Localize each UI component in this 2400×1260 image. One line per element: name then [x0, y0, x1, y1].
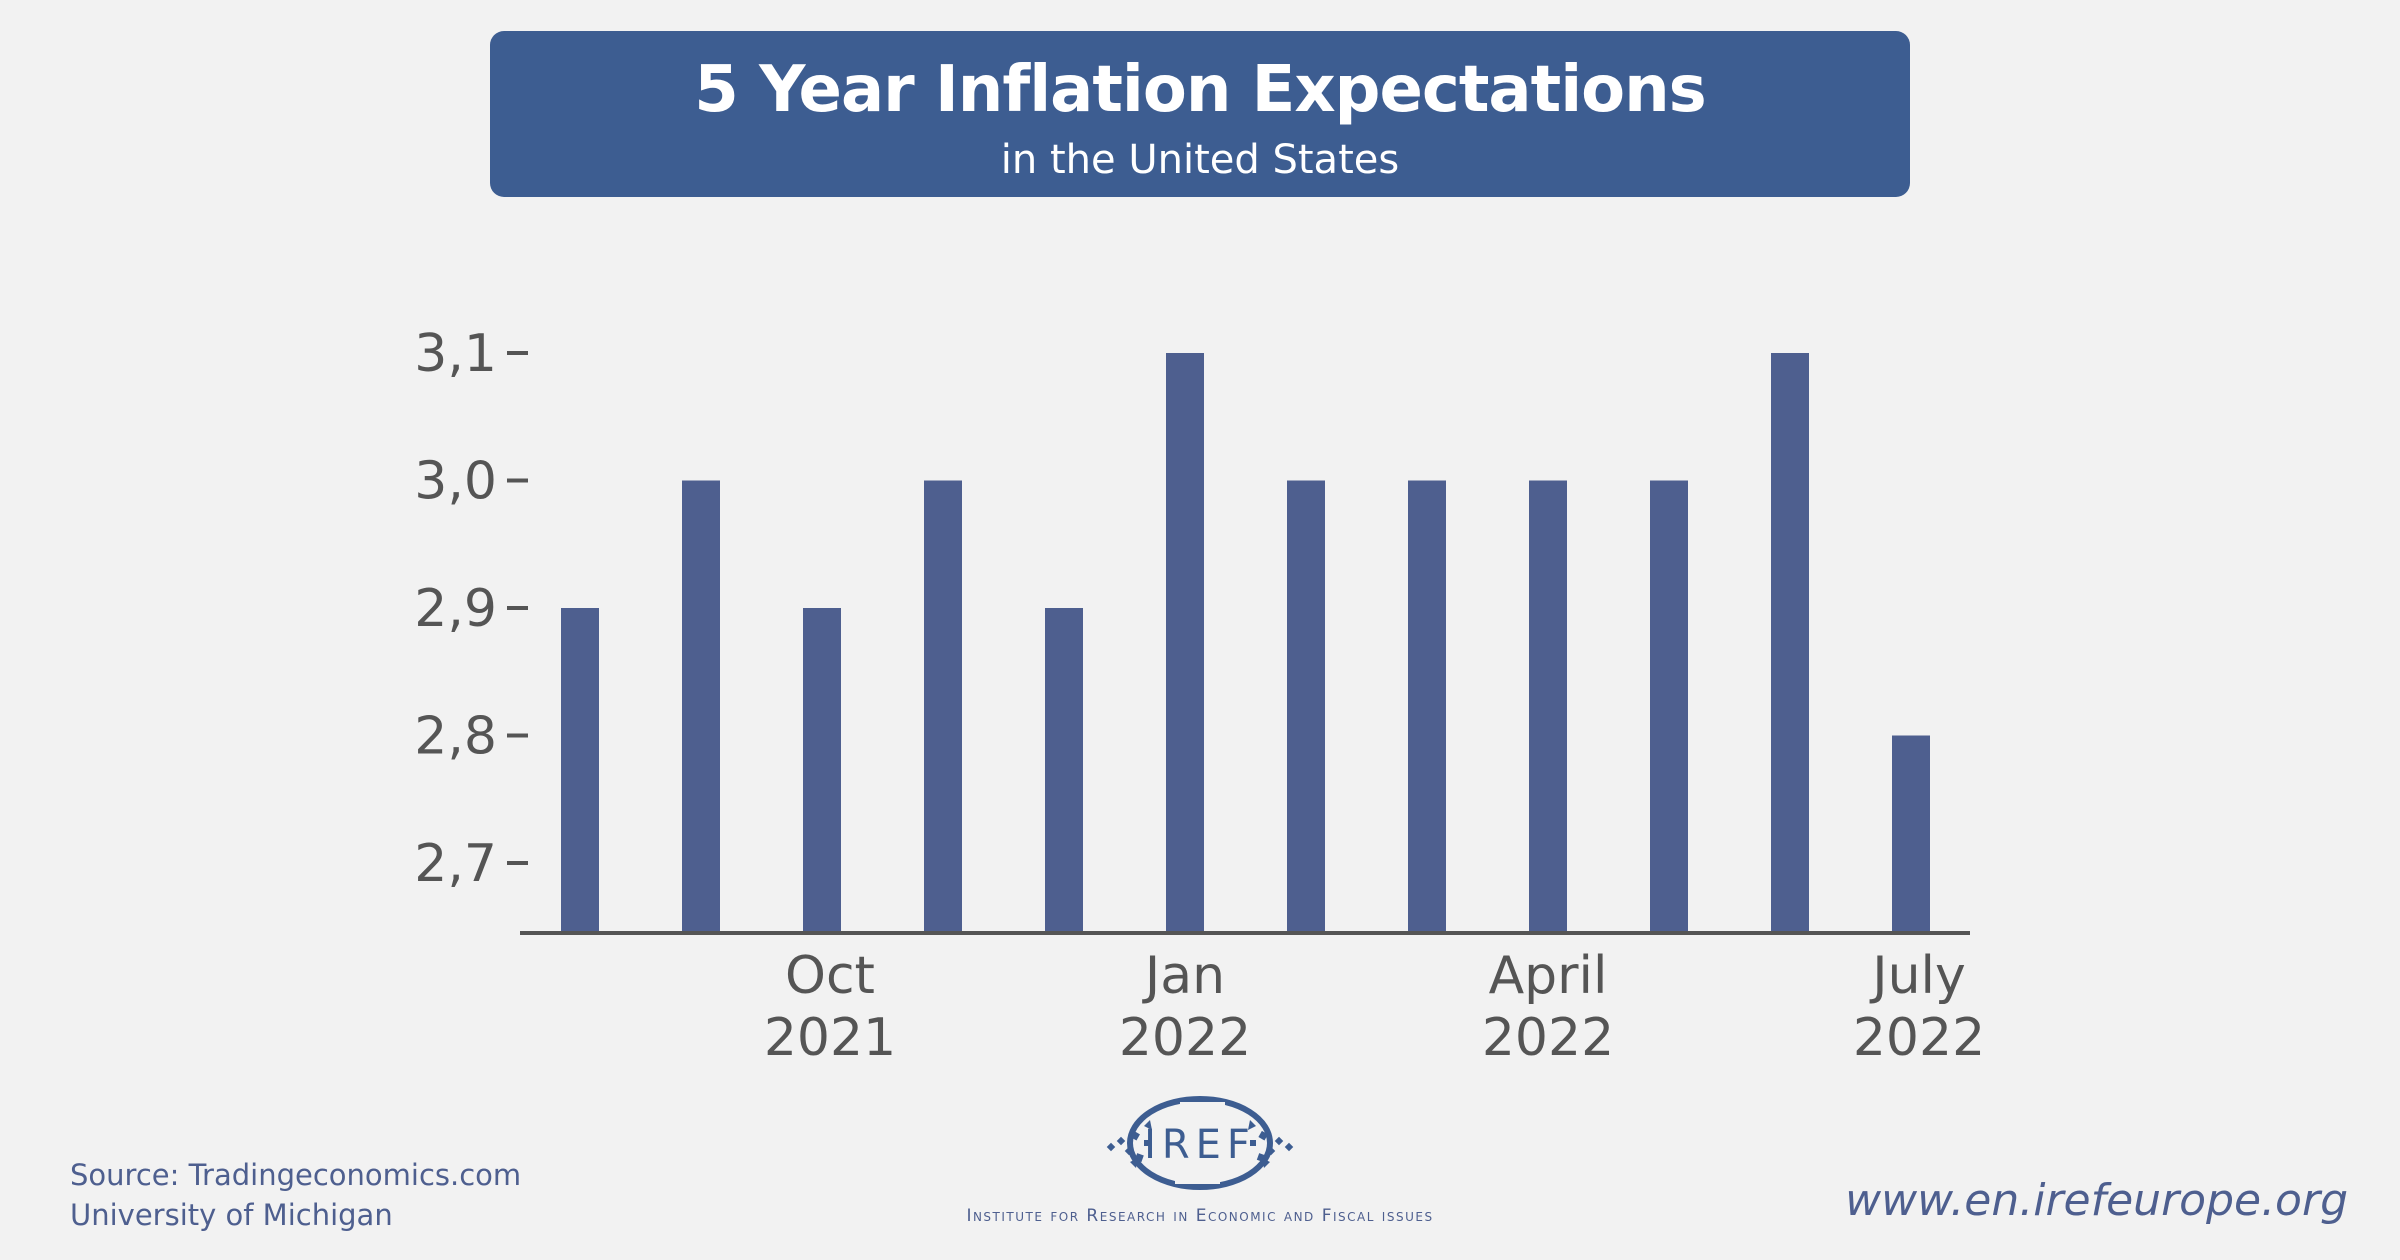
- x-tick-label-month: July: [1869, 946, 1966, 1006]
- logo-ellipse: [1127, 1096, 1273, 1190]
- bar-2: [682, 480, 720, 933]
- title-banner: 5 Year Inflation Expectations in the Uni…: [490, 31, 1910, 197]
- y-tick-label: 3,1: [414, 324, 497, 384]
- iref-logo: IREF: [1106, 1096, 1294, 1190]
- y-tick-label: 2,9: [414, 579, 497, 639]
- x-tick-label-year: 2022: [1853, 1008, 1985, 1068]
- bar-4: [924, 480, 962, 933]
- y-tick-label: 2,8: [414, 707, 497, 767]
- bars: [561, 353, 1930, 933]
- bar-6: [1166, 353, 1204, 933]
- y-tick-label: 2,7: [414, 834, 497, 894]
- bar-9: [1529, 480, 1567, 933]
- source-note: Source: Tradingeconomics.com University …: [70, 1155, 521, 1235]
- x-tick-label-month: Oct: [785, 946, 875, 1006]
- source-line-1: Source: Tradingeconomics.com: [70, 1158, 522, 1192]
- logo-text: IREF: [1144, 1122, 1256, 1168]
- bar-1: [561, 608, 599, 933]
- bar-12: [1892, 735, 1930, 933]
- x-tick-label-year: 2022: [1119, 1008, 1251, 1068]
- x-tick-label-month: Jan: [1142, 946, 1225, 1006]
- bar-7: [1287, 480, 1325, 933]
- chart-subtitle: in the United States: [1000, 137, 1400, 183]
- institute-name: Institute for Research in Economic and F…: [966, 1206, 1434, 1226]
- x-tick-label-month: April: [1489, 946, 1608, 1006]
- bar-8: [1408, 480, 1446, 933]
- y-tick-label: 3,0: [414, 452, 497, 512]
- website-link[interactable]: www.en.irefeurope.org: [1845, 1175, 2348, 1226]
- x-tick-label-year: 2021: [764, 1008, 896, 1068]
- bar-5: [1045, 608, 1083, 933]
- x-tick-label-year: 2022: [1482, 1008, 1614, 1068]
- bar-10: [1650, 480, 1688, 933]
- bar-11: [1771, 353, 1809, 933]
- chart-title: 5 Year Inflation Expectations: [694, 53, 1707, 127]
- source-line-2: University of Michigan: [70, 1198, 393, 1232]
- y-axis: 2,7 2,8 2,9 3,0 3,1: [414, 324, 528, 894]
- bar-3: [803, 608, 841, 933]
